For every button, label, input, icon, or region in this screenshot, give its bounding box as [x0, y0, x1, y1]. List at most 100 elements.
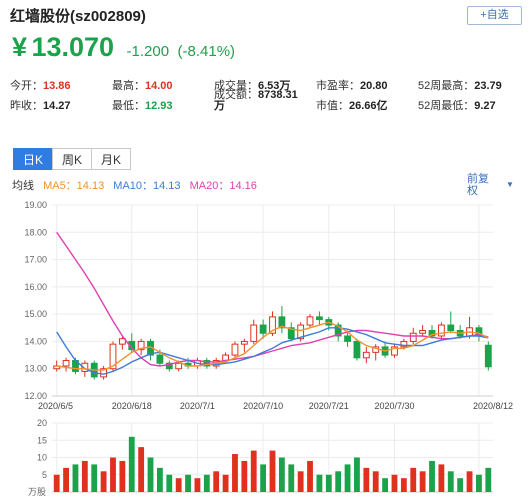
- price-row: ¥ 13.070 -1.200 (-8.41%): [12, 32, 235, 68]
- volume-bar: [213, 471, 220, 492]
- date-tick-label: 2020/7/10: [243, 401, 283, 411]
- volume-bar: [138, 447, 145, 492]
- turnover-cell: 成交额：8738.31 万: [214, 89, 298, 112]
- candle-body: [344, 335, 351, 342]
- ma10-line: [56, 327, 489, 375]
- volume-bar: [110, 457, 116, 492]
- price-tick-label: 12.00: [24, 391, 47, 401]
- ma20-line: [56, 231, 489, 367]
- low-value: 12.93: [145, 100, 173, 112]
- candle-body: [409, 332, 417, 342]
- candle-body: [250, 324, 258, 342]
- volume-bar: [457, 478, 464, 492]
- candle-body: [62, 360, 70, 367]
- price-tick-label: 18.00: [24, 227, 47, 237]
- candle-body: [165, 362, 173, 370]
- candle-body: [353, 340, 361, 359]
- candle-body: [362, 351, 370, 359]
- volume-unit-label: 万股: [28, 487, 46, 497]
- high-cell: 最高：14.00: [112, 80, 173, 92]
- candle-body: [259, 324, 267, 334]
- volume-bar: [53, 474, 60, 492]
- low-cell: 最低：12.93: [112, 100, 173, 112]
- kline-chart[interactable]: 19.00 18.00 17.00 16.00 15.00 14.00 13.00 12.00…: [0, 198, 531, 499]
- volume-bar: [297, 471, 304, 492]
- volume-bar: [222, 474, 229, 492]
- candle-body: [484, 344, 492, 368]
- ma10-legend: MA10：14.13: [113, 180, 181, 192]
- candle-body: [156, 354, 164, 364]
- mcap-cell: 市值：26.66亿: [316, 100, 388, 112]
- prev-close-value: 14.27: [43, 100, 71, 112]
- volume-bar: [119, 460, 126, 492]
- candle-body: [400, 340, 408, 348]
- volume-bar: [354, 457, 360, 492]
- price-tick-label: 13.00: [24, 364, 47, 374]
- candle-body: [316, 316, 323, 321]
- volume-bar: [81, 460, 88, 492]
- date-tick-label: 2020/7/21: [309, 401, 349, 411]
- volume-bar: [316, 474, 323, 492]
- volume-bar: [128, 436, 135, 492]
- candle-body: [428, 330, 436, 337]
- open-value: 13.86: [43, 80, 71, 92]
- volume-bar: [194, 478, 201, 492]
- candle-body: [297, 324, 305, 340]
- volume-bar: [447, 471, 454, 492]
- volume-bar: [410, 467, 417, 492]
- volume-bar: [166, 474, 173, 492]
- volume-bar: [147, 457, 154, 492]
- volume-bar: [419, 471, 426, 492]
- volume-bar: [175, 478, 182, 492]
- volume-bar: [372, 471, 379, 492]
- currency-symbol: ¥: [12, 32, 28, 62]
- w52-low-value: 9.27: [474, 100, 496, 112]
- pe-value: 20.80: [360, 80, 388, 92]
- candle-body: [231, 343, 239, 356]
- volume-bar: [335, 471, 342, 492]
- volume-tick-label: 10: [37, 453, 47, 463]
- date-tick-label: 2020/8/12: [473, 401, 513, 411]
- mcap-value: 26.66亿: [349, 100, 388, 112]
- ma-legend: 均线 MA5：14.13 MA10：14.13 MA20：14.16: [12, 177, 263, 193]
- date-tick-label: 2020/6/18: [112, 401, 152, 411]
- candle-body: [447, 324, 455, 332]
- candle-body: [53, 365, 61, 370]
- ma-label: 均线: [12, 180, 34, 192]
- candle-body: [269, 316, 276, 334]
- stock-title: 红墙股份(sz002809): [10, 8, 146, 25]
- turnover-value: 8738.31: [258, 89, 298, 101]
- pe-cell: 市盈率：20.80: [316, 80, 388, 92]
- volume-cell: 成交量：6.53万: [214, 80, 291, 92]
- volume-tick-label: 15: [37, 435, 47, 445]
- candle-body: [306, 316, 314, 326]
- tab-weekly-k[interactable]: 周K: [52, 148, 93, 170]
- volume-bar: [438, 464, 445, 492]
- w52-low-cell: 52周最低：9.27: [418, 100, 496, 112]
- price-tick-label: 16.00: [24, 282, 47, 292]
- volume-bar: [241, 460, 248, 492]
- chevron-down-icon[interactable]: ▼: [506, 180, 514, 189]
- add-watchlist-button[interactable]: +自选: [467, 6, 522, 25]
- candle-body: [437, 324, 445, 337]
- adjust-select[interactable]: 前复权: [467, 173, 489, 197]
- volume-bar: [288, 464, 295, 492]
- tab-daily-k[interactable]: 日K: [13, 148, 54, 170]
- price-change-pct: (-8.41%): [177, 43, 236, 60]
- candle-body: [118, 338, 126, 345]
- volume-bar: [100, 471, 107, 492]
- volume-bar: [269, 450, 276, 492]
- volume-bar: [232, 454, 238, 492]
- open-cell: 今开：13.86: [10, 80, 71, 92]
- volume-bar: [344, 464, 351, 492]
- candle-body: [334, 324, 342, 337]
- volume-bar: [91, 464, 98, 492]
- volume-bar: [429, 460, 435, 492]
- date-tick-label: 2020/7/30: [374, 401, 414, 411]
- tab-monthly-k[interactable]: 月K: [91, 148, 132, 170]
- prev-close-cell: 昨收：14.27: [10, 100, 71, 112]
- volume-bar: [72, 464, 79, 492]
- candle-body: [175, 362, 183, 370]
- candle-body: [81, 362, 89, 372]
- date-tick-label: 2020/7/1: [180, 401, 215, 411]
